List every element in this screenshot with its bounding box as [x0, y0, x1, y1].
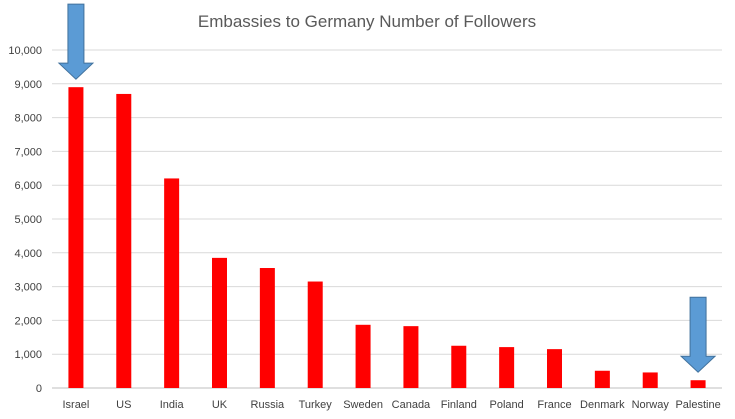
y-tick-label: 8,000	[14, 113, 42, 125]
annotations	[57, 3, 717, 373]
x-category-label: Israel	[62, 399, 89, 411]
bar-palestine	[690, 380, 706, 388]
down-arrow-icon	[679, 296, 717, 373]
y-tick-label: 2,000	[14, 315, 42, 327]
x-category-label: Denmark	[580, 399, 625, 411]
x-axis-categories: Israel US India UK Russia Turkey Sweden Canada F…	[62, 399, 720, 411]
bars	[68, 87, 706, 389]
x-category-label: India	[160, 399, 185, 411]
x-category-label: Sweden	[343, 399, 383, 411]
y-tick-label: 7,000	[14, 146, 42, 158]
x-category-label: France	[537, 399, 571, 411]
y-tick-label: 6,000	[14, 180, 42, 192]
gridlines	[52, 49, 722, 389]
bar-finland	[451, 345, 467, 388]
y-axis-ticks: 0 1,000 2,000 3,000 4,000 5,000 6,000 7,000 8,00…	[8, 45, 42, 395]
bar-israel	[68, 87, 84, 389]
y-tick-label: 0	[36, 383, 42, 395]
bar-russia	[259, 268, 275, 388]
x-category-label: Turkey	[299, 399, 333, 411]
bar-poland	[499, 347, 515, 388]
y-tick-label: 4,000	[14, 248, 42, 260]
x-category-label: Poland	[490, 399, 524, 411]
y-tick-label: 9,000	[14, 79, 42, 91]
bar-denmark	[594, 370, 610, 388]
bar-sweden	[355, 324, 371, 388]
x-category-label: Finland	[441, 399, 477, 411]
bar-norway	[642, 372, 658, 388]
x-category-label: US	[116, 399, 131, 411]
chart-title: Embassies to Germany Number of Followers	[198, 12, 536, 31]
y-tick-label: 1,000	[14, 349, 42, 361]
bar-france	[547, 349, 562, 388]
x-category-label: UK	[212, 399, 228, 411]
down-arrow-icon	[57, 3, 95, 80]
x-category-label: Palestine	[675, 399, 720, 411]
x-category-label: Russia	[251, 399, 286, 411]
bar-us	[116, 93, 132, 388]
bar-canada	[403, 326, 419, 388]
bar-turkey	[307, 281, 323, 388]
bar-india	[164, 178, 180, 388]
bar-uk	[212, 257, 227, 388]
x-category-label: Canada	[392, 399, 431, 411]
x-category-label: Norway	[632, 399, 670, 411]
y-tick-label: 5,000	[14, 214, 42, 226]
y-tick-label: 10,000	[8, 45, 42, 57]
y-tick-label: 3,000	[14, 282, 42, 294]
